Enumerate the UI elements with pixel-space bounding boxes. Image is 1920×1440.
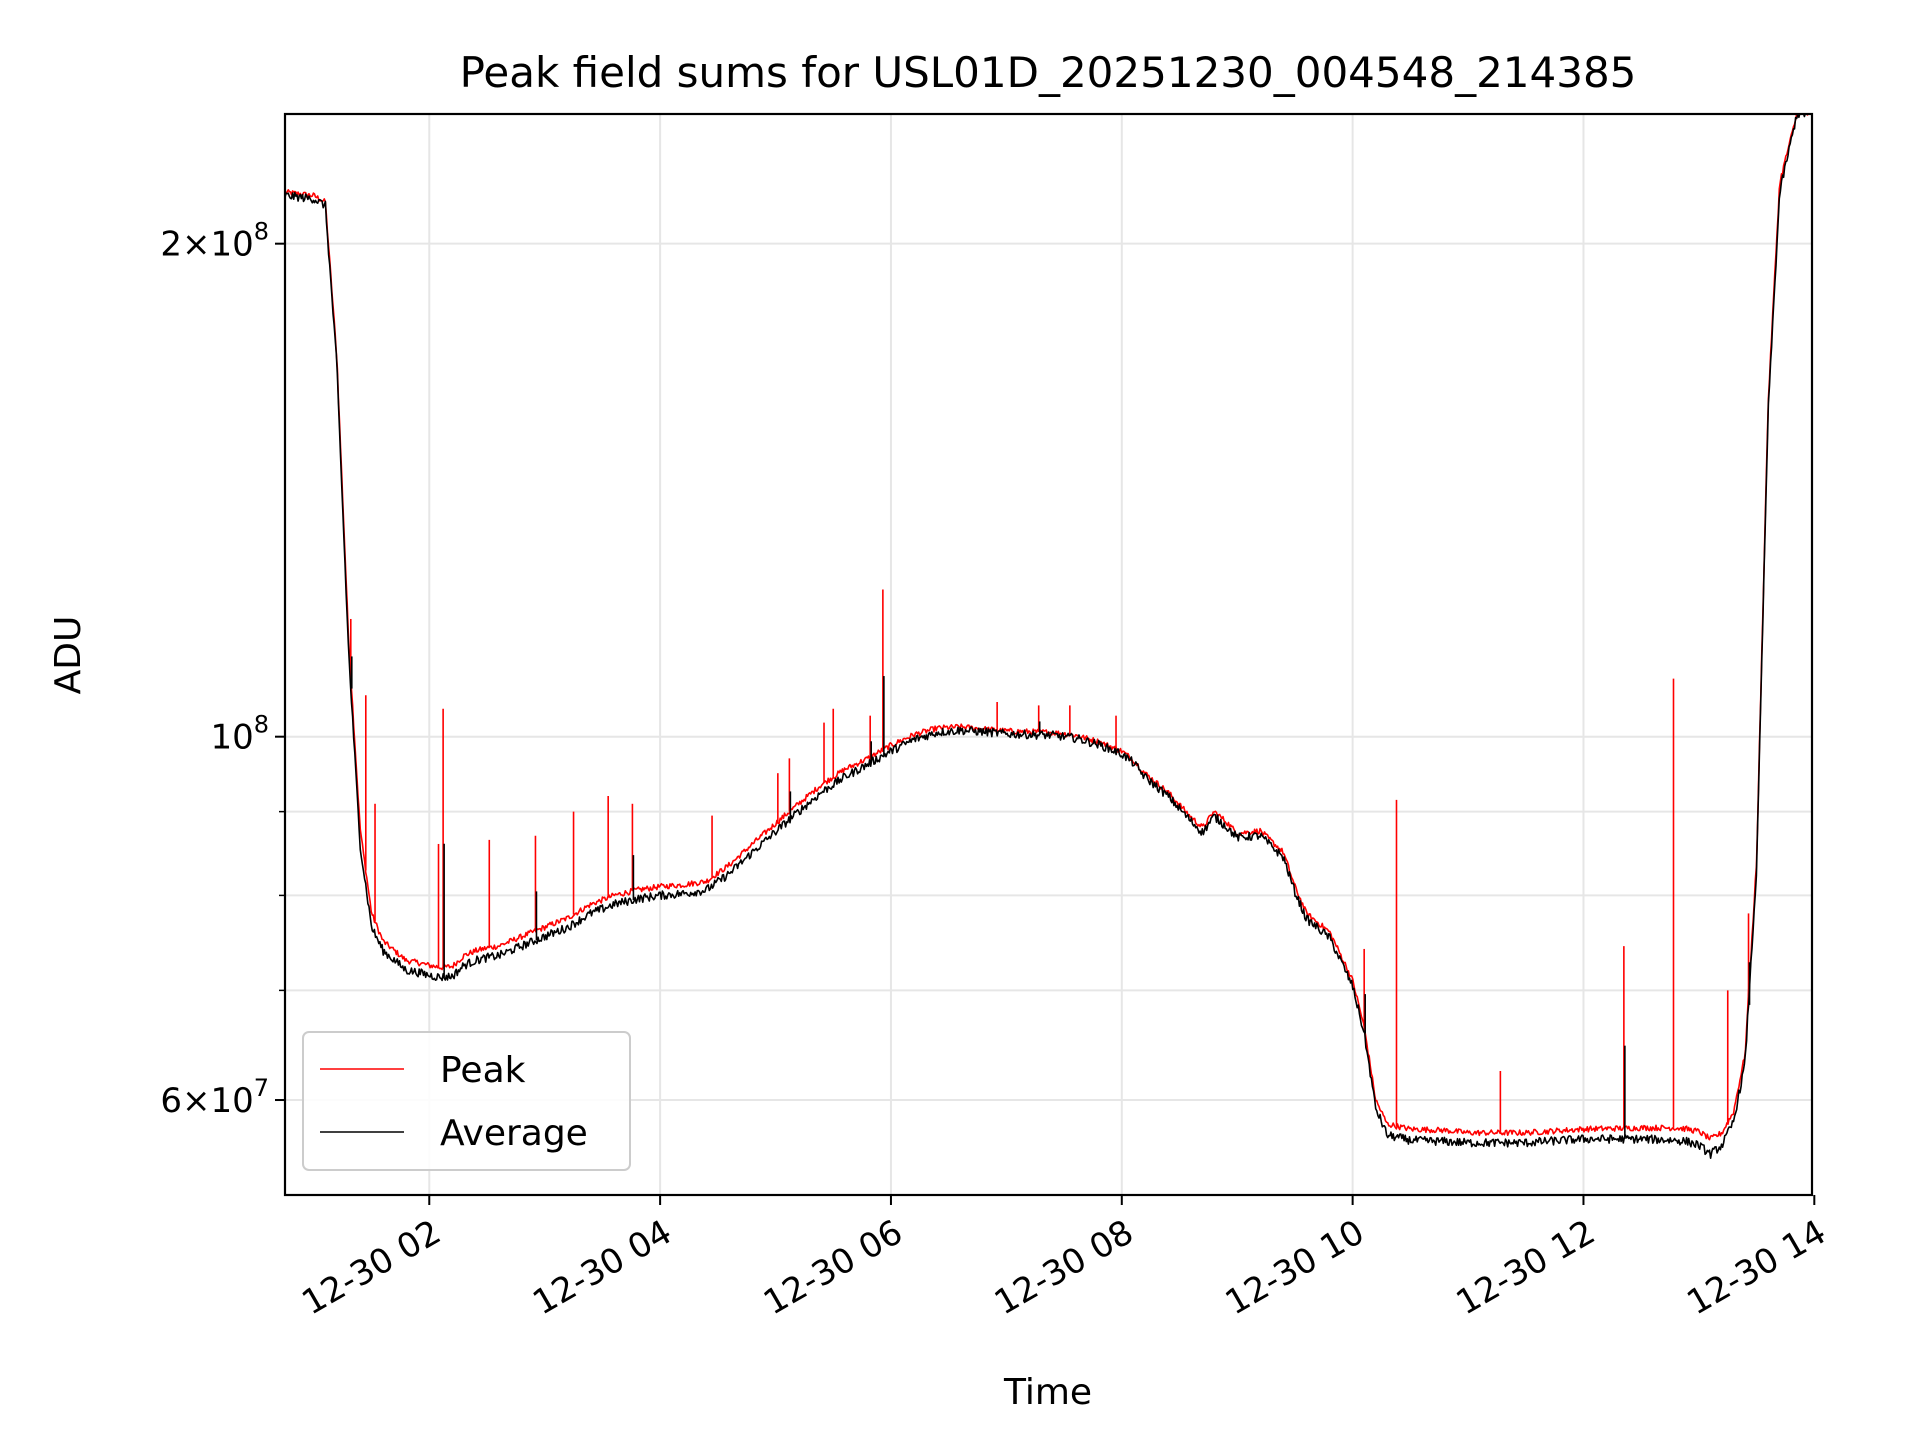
legend-label-peak: Peak bbox=[440, 1050, 526, 1091]
y-tick-label-1: 108 bbox=[210, 711, 269, 758]
legend-box bbox=[302, 1031, 631, 1171]
y-axis-ticks: 2×108 108 6×107 bbox=[160, 218, 285, 1121]
y-tick-label-2: 6×107 bbox=[160, 1074, 269, 1121]
plot-lines bbox=[285, 114, 1812, 1159]
plot-frame bbox=[283, 112, 1814, 1197]
y-axis-label: ADU bbox=[48, 616, 89, 695]
chart-title: Peak field sums for USL01D_20251230_0045… bbox=[460, 48, 1637, 97]
series-line-average bbox=[285, 114, 1812, 1159]
legend-label-average: Average bbox=[440, 1113, 588, 1154]
x-axis-label: Time bbox=[1003, 1372, 1092, 1413]
grid bbox=[285, 114, 1812, 1195]
legend: Peak Average bbox=[302, 1031, 631, 1171]
y-tick-label-0: 2×108 bbox=[160, 218, 269, 265]
